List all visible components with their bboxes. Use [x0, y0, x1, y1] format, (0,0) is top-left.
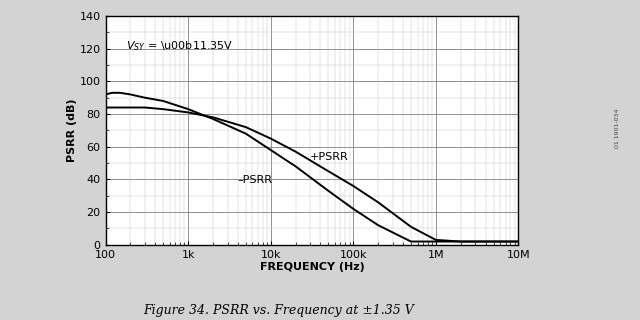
Text: –PSRR: –PSRR	[238, 175, 273, 185]
Y-axis label: PSRR (dB): PSRR (dB)	[67, 99, 77, 162]
Text: $V_{SY}$ = \u00b11.35V: $V_{SY}$ = \u00b11.35V	[126, 39, 234, 53]
Text: 01 1901-034: 01 1901-034	[615, 108, 620, 148]
Text: Figure 34. PSRR vs. Frequency at ±1.35 V: Figure 34. PSRR vs. Frequency at ±1.35 V	[143, 304, 414, 317]
X-axis label: FREQUENCY (Hz): FREQUENCY (Hz)	[260, 262, 364, 272]
Text: +PSRR: +PSRR	[310, 152, 349, 162]
